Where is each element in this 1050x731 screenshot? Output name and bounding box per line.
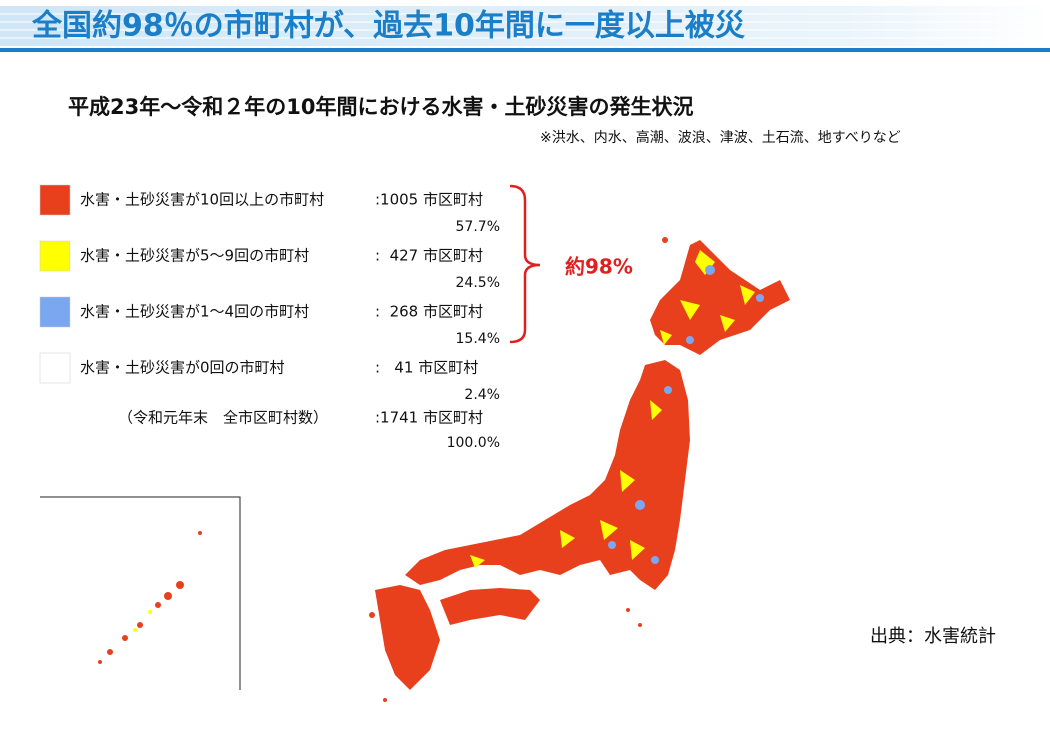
total-count: :1741 市区町村 [375, 409, 483, 427]
honshu [405, 360, 690, 590]
title-rule [0, 48, 1050, 52]
legend-swatch [39, 296, 71, 328]
shikoku [440, 588, 540, 625]
legend-percent: 15.4% [456, 331, 500, 347]
legend-swatch [39, 184, 71, 216]
legend-swatch [39, 240, 71, 272]
inset [40, 496, 241, 690]
legend-percent: 57.7% [456, 219, 500, 235]
legend-percent: 24.5% [456, 275, 500, 291]
legend-count: :1005 市区町村 [375, 191, 483, 209]
legend-percent: 2.4% [464, 387, 500, 403]
japan-map [369, 237, 790, 702]
legend-count: : 427 市区町村 [375, 247, 483, 265]
hokkaido [650, 240, 790, 355]
legend: 水害・土砂災害が10回以上の市町村 :1005 市区町村 57.7% 水害・土砂災害が… [39, 184, 500, 451]
title: 全国約98％の市町村が、過去10年間に一度以上被災 [31, 9, 746, 44]
bracket-label: 約98% [565, 255, 633, 279]
legend-label: 水害・土砂災害が5～9回の市町村 [80, 247, 309, 265]
subtitle: 平成23年～令和２年の10年間における水害・土砂災害の発生状況 [68, 95, 693, 119]
legend-label: 水害・土砂災害が10回以上の市町村 [80, 191, 324, 209]
note: ※洪水、内水、高潮、波浪、津波、土石流、地すべりなど [540, 129, 901, 146]
source: 出典：水害統計 [870, 626, 996, 647]
blue-patches [608, 265, 764, 564]
legend-swatch [39, 352, 71, 384]
islands [369, 237, 668, 702]
bracket [509, 184, 541, 344]
total-label: （令和元年末 全市区町村数） [118, 409, 328, 427]
title-band [0, 6, 1050, 46]
yellow-patches [470, 250, 755, 568]
kyushu [375, 585, 440, 690]
title-stripes [0, 13, 1050, 39]
legend-count: : 268 市区町村 [375, 303, 483, 321]
legend-label: 水害・土砂災害が0回の市町村 [80, 359, 285, 377]
legend-label: 水害・土砂災害が1～4回の市町村 [80, 303, 309, 321]
total-percent: 100.0% [447, 435, 500, 451]
legend-count: : 41 市区町村 [375, 359, 478, 377]
